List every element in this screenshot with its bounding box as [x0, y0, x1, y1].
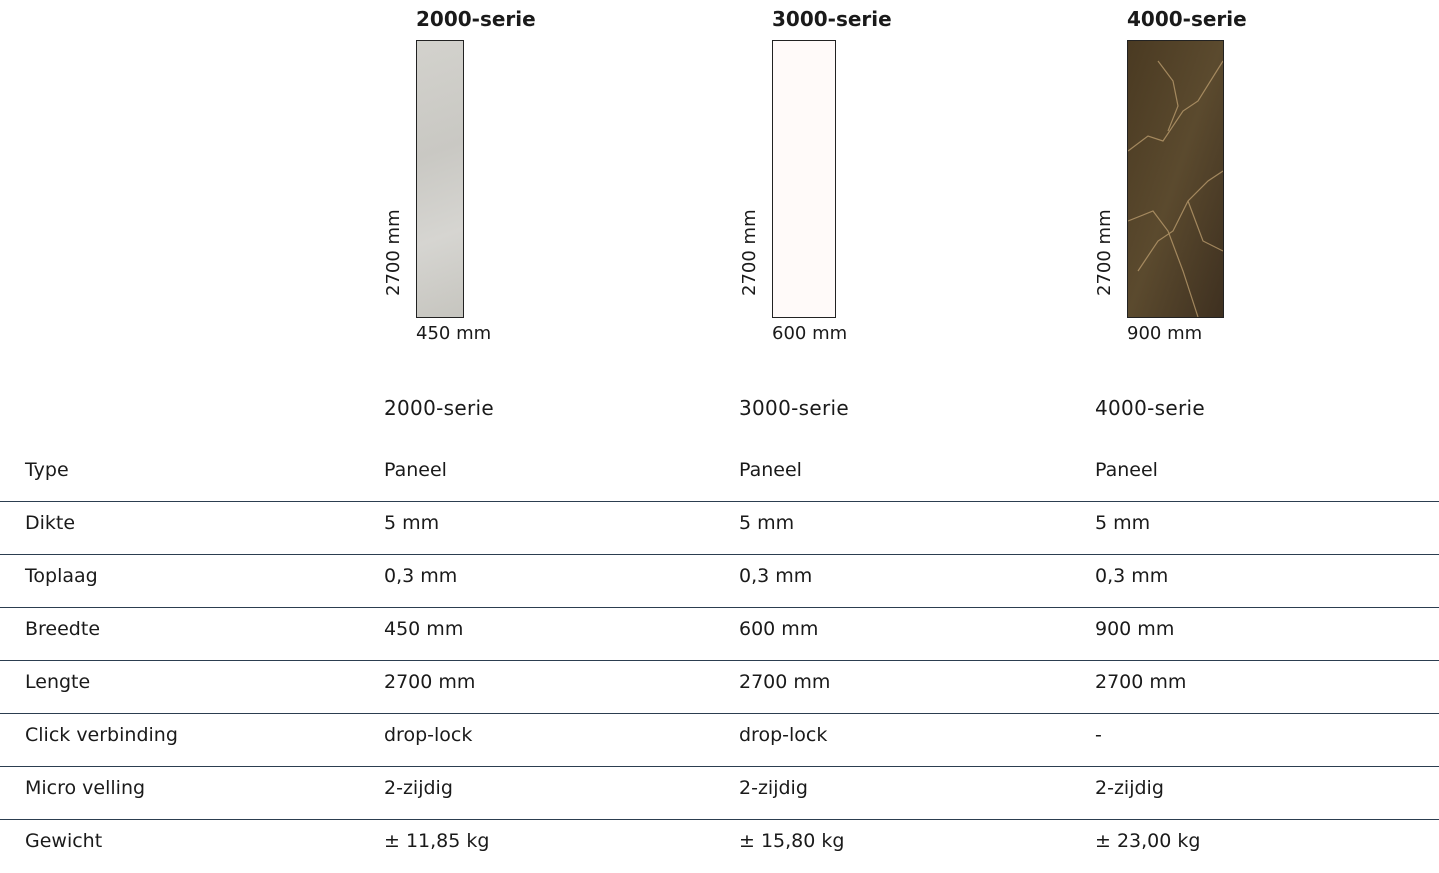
column-header: 3000-serie: [739, 396, 849, 420]
row-value: drop-lock: [384, 724, 473, 746]
row-value: 0,3 mm: [739, 565, 813, 587]
row-value: 5 mm: [1095, 512, 1151, 534]
table-row: Click verbinding drop-lock drop-lock -: [0, 714, 1439, 767]
row-label: Micro velling: [25, 777, 146, 799]
panel-title: 2000-serie: [416, 7, 536, 31]
row-value: ± 11,85 kg: [384, 830, 490, 852]
row-value: 600 mm: [739, 618, 819, 640]
row-label: Lengte: [25, 671, 91, 693]
row-label: Gewicht: [25, 830, 103, 852]
row-value: ± 23,00 kg: [1095, 830, 1201, 852]
panel-height: 2700 mm: [383, 209, 404, 296]
table-row: Breedte 450 mm 600 mm 900 mm: [0, 608, 1439, 661]
row-label: Type: [25, 459, 69, 481]
row-value: 900 mm: [1095, 618, 1175, 640]
row-value: 2700 mm: [384, 671, 476, 693]
table-row: Type Paneel Paneel Paneel: [0, 449, 1439, 502]
row-label: Toplaag: [25, 565, 98, 587]
panel-swatch: [772, 40, 836, 318]
row-divider: [0, 501, 1439, 502]
panel-height: 2700 mm: [739, 209, 760, 296]
row-value: 2-zijdig: [384, 777, 453, 799]
column-header: 4000-serie: [1095, 396, 1205, 420]
row-label: Click verbinding: [25, 724, 178, 746]
row-value: 450 mm: [384, 618, 464, 640]
row-value: 2700 mm: [739, 671, 831, 693]
row-value: Paneel: [1095, 459, 1158, 481]
row-value: 2-zijdig: [739, 777, 808, 799]
row-divider: [0, 819, 1439, 820]
panel-title: 3000-serie: [772, 7, 892, 31]
row-value: 5 mm: [384, 512, 440, 534]
panel-width: 450 mm: [416, 323, 492, 344]
table-row: Lengte 2700 mm 2700 mm 2700 mm: [0, 661, 1439, 714]
row-divider: [0, 766, 1439, 767]
row-value: -: [1095, 724, 1102, 746]
row-value: Paneel: [739, 459, 802, 481]
panel-width: 600 mm: [772, 323, 848, 344]
column-header: 2000-serie: [384, 396, 494, 420]
table-row: Toplaag 0,3 mm 0,3 mm 0,3 mm: [0, 555, 1439, 608]
row-label: Dikte: [25, 512, 76, 534]
row-divider: [0, 660, 1439, 661]
row-value: Paneel: [384, 459, 447, 481]
row-divider: [0, 554, 1439, 555]
panel-title: 4000-serie: [1127, 7, 1247, 31]
panel-swatch: [1127, 40, 1224, 318]
row-label: Breedte: [25, 618, 101, 640]
panel-swatch: [416, 40, 464, 318]
row-value: 5 mm: [739, 512, 795, 534]
row-value: drop-lock: [739, 724, 828, 746]
panel-height: 2700 mm: [1094, 209, 1115, 296]
table-row: Gewicht ± 11,85 kg ± 15,80 kg ± 23,00 kg: [0, 820, 1439, 873]
row-divider: [0, 713, 1439, 714]
row-value: 2-zijdig: [1095, 777, 1164, 799]
row-value: 0,3 mm: [384, 565, 458, 587]
panel-width: 900 mm: [1127, 323, 1203, 344]
row-value: 2700 mm: [1095, 671, 1187, 693]
table-row: Dikte 5 mm 5 mm 5 mm: [0, 502, 1439, 555]
row-value: 0,3 mm: [1095, 565, 1169, 587]
row-divider: [0, 607, 1439, 608]
row-value: ± 15,80 kg: [739, 830, 845, 852]
table-row: Micro velling 2-zijdig 2-zijdig 2-zijdig: [0, 767, 1439, 820]
